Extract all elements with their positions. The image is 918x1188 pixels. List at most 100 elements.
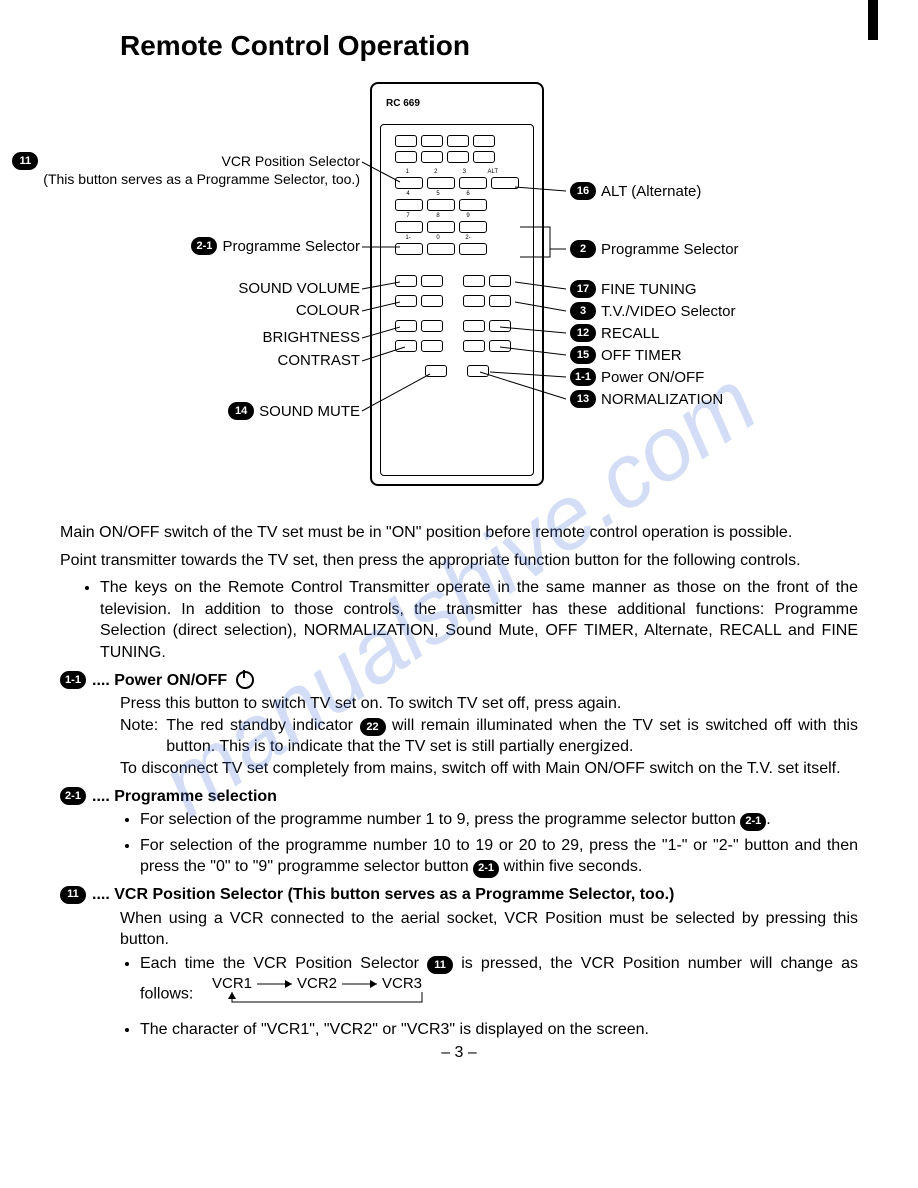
remote-btn [427, 199, 455, 211]
callout-contrast: CONTRAST [60, 352, 360, 369]
remote-row-f4 [395, 340, 511, 352]
vcr-bullet-1: Each time the VCR Position Selector 11 i… [140, 953, 858, 1015]
remote-btn [421, 151, 443, 163]
callout-prog-selector-right: 2 Programme Selector [570, 240, 739, 258]
note-text: The red standby indicator 22 will remain… [166, 715, 858, 758]
page-number: – 3 – [60, 1044, 858, 1062]
section-power-body: Press this button to switch TV set on. T… [60, 693, 858, 779]
vcr-bullet-2: The character of "VCR1", "VCR2" or "VCR3… [140, 1019, 858, 1041]
label-text: BRIGHTNESS [262, 329, 360, 346]
remote-btn [473, 135, 495, 147]
remote-row-f3 [395, 320, 511, 332]
bullet-text-a: For selection of the programme number 1 … [140, 811, 740, 828]
label-subtext: (This button serves as a Programme Selec… [43, 171, 360, 187]
intro-para-1: Main ON/OFF switch of the TV set must be… [60, 522, 858, 544]
badge-15: 15 [570, 346, 596, 364]
badge-2-1: 2-1 [191, 237, 217, 255]
remote-btn [395, 320, 417, 332]
page-title: Remote Control Operation [120, 30, 858, 62]
callout-normalization: 13 NORMALIZATION [570, 390, 723, 408]
remote-row-num4 [395, 243, 487, 255]
section-vcr-body: When using a VCR connected to the aerial… [60, 908, 858, 1041]
key-label: 8 [425, 213, 451, 219]
prog-bullet-2: For selection of the programme number 10… [140, 835, 858, 878]
badge-22: 22 [360, 718, 386, 736]
label-text: VCR Position Selector [221, 153, 360, 169]
key-label: 1- [395, 235, 421, 241]
section-vcr-head: 11 .... VCR Position Selector (This butt… [60, 884, 858, 906]
remote-btn [473, 151, 495, 163]
key-label: 2 [424, 169, 449, 175]
vcr-cycle-diagram: VCR1 VCR2 VCR3 [207, 974, 447, 1015]
prog-bullets: For selection of the programme number 1 … [120, 809, 858, 878]
remote-btn [395, 151, 417, 163]
remote-row-f1 [395, 275, 511, 287]
remote-btn [463, 340, 485, 352]
remote-btn [421, 320, 443, 332]
vcr-bullets: Each time the VCR Position Selector 11 i… [120, 953, 858, 1041]
head-label: .... Power ON/OFF [92, 672, 227, 689]
remote-btn [459, 243, 487, 255]
remote-row-f2 [395, 295, 511, 307]
remote-btn [447, 135, 469, 147]
label-text: NORMALIZATION [601, 391, 723, 408]
callout-brightness: BRIGHTNESS [60, 329, 360, 346]
badge-2-1: 2-1 [740, 813, 766, 831]
label-text: CONTRAST [278, 352, 361, 369]
callout-alt: 16 ALT (Alternate) [570, 182, 701, 200]
vcr1-text: VCR1 [212, 975, 252, 992]
callout-tv-video: 3 T.V./VIDEO Selector [570, 302, 736, 320]
remote-btn [427, 177, 455, 189]
remote-btn [463, 275, 485, 287]
badge-11: 11 [12, 152, 38, 170]
remote-btn [463, 295, 485, 307]
badge-1-1: 1-1 [570, 368, 596, 386]
page-edge-mark [868, 0, 878, 40]
remote-btn [489, 320, 511, 332]
remote-btn [395, 275, 417, 287]
remote-btn [421, 135, 443, 147]
prog-bullet-1: For selection of the programme number 1 … [140, 809, 858, 831]
remote-btn [395, 295, 417, 307]
section-line: Press this button to switch TV set on. T… [120, 693, 858, 715]
remote-numpad-labels-1: 1 2 3 ALT [395, 169, 505, 175]
remote-row-top1 [395, 135, 495, 147]
label-text: ALT (Alternate) [601, 183, 701, 200]
note-text-a: The red standby indicator [166, 717, 359, 734]
remote-row-num2 [395, 199, 487, 211]
remote-row-num1 [395, 177, 519, 189]
remote-btn [467, 365, 489, 377]
key-label: 1 [395, 169, 420, 175]
bullet-text-b: . [766, 811, 770, 828]
remote-btn [491, 177, 519, 189]
remote-numpad-labels-3: 7 8 9 [395, 213, 485, 219]
power-icon [236, 671, 254, 689]
remote-inner: 1 2 3 ALT 4 5 6 [380, 124, 534, 476]
intro-para-2: Point transmitter towards the TV set, th… [60, 550, 858, 572]
key-label: 0 [425, 235, 451, 241]
badge-11: 11 [60, 886, 86, 904]
section-power-head: 1-1 .... Power ON/OFF [60, 670, 858, 692]
key-label: 5 [425, 191, 451, 197]
remote-btn [395, 340, 417, 352]
remote-row-top2 [395, 151, 495, 163]
vcr-cycle-svg: VCR1 VCR2 VCR3 [207, 974, 447, 1008]
badge-2-1: 2-1 [473, 860, 499, 878]
label-text: Programme Selector [222, 238, 360, 255]
section-head-text: .... Programme selection [92, 786, 277, 808]
badge-16: 16 [570, 182, 596, 200]
remote-btn [463, 320, 485, 332]
remote-btn [395, 177, 423, 189]
callout-sound-volume: SOUND VOLUME [60, 280, 360, 297]
remote-row-num3 [395, 221, 487, 233]
remote-model: RC 669 [386, 98, 420, 109]
remote-btn [459, 177, 487, 189]
note-row: Note: The red standby indicator 22 will … [120, 715, 858, 758]
label-text: SOUND VOLUME [238, 280, 360, 297]
remote-diagram: RC 669 1 2 3 [60, 82, 860, 502]
remote-btn [447, 151, 469, 163]
callout-prog-selector-left: 2-1 Programme Selector [60, 237, 360, 255]
badge-1-1: 1-1 [60, 671, 86, 689]
remote-btn [489, 275, 511, 287]
callout-fine-tuning: 17 FINE TUNING [570, 280, 697, 298]
